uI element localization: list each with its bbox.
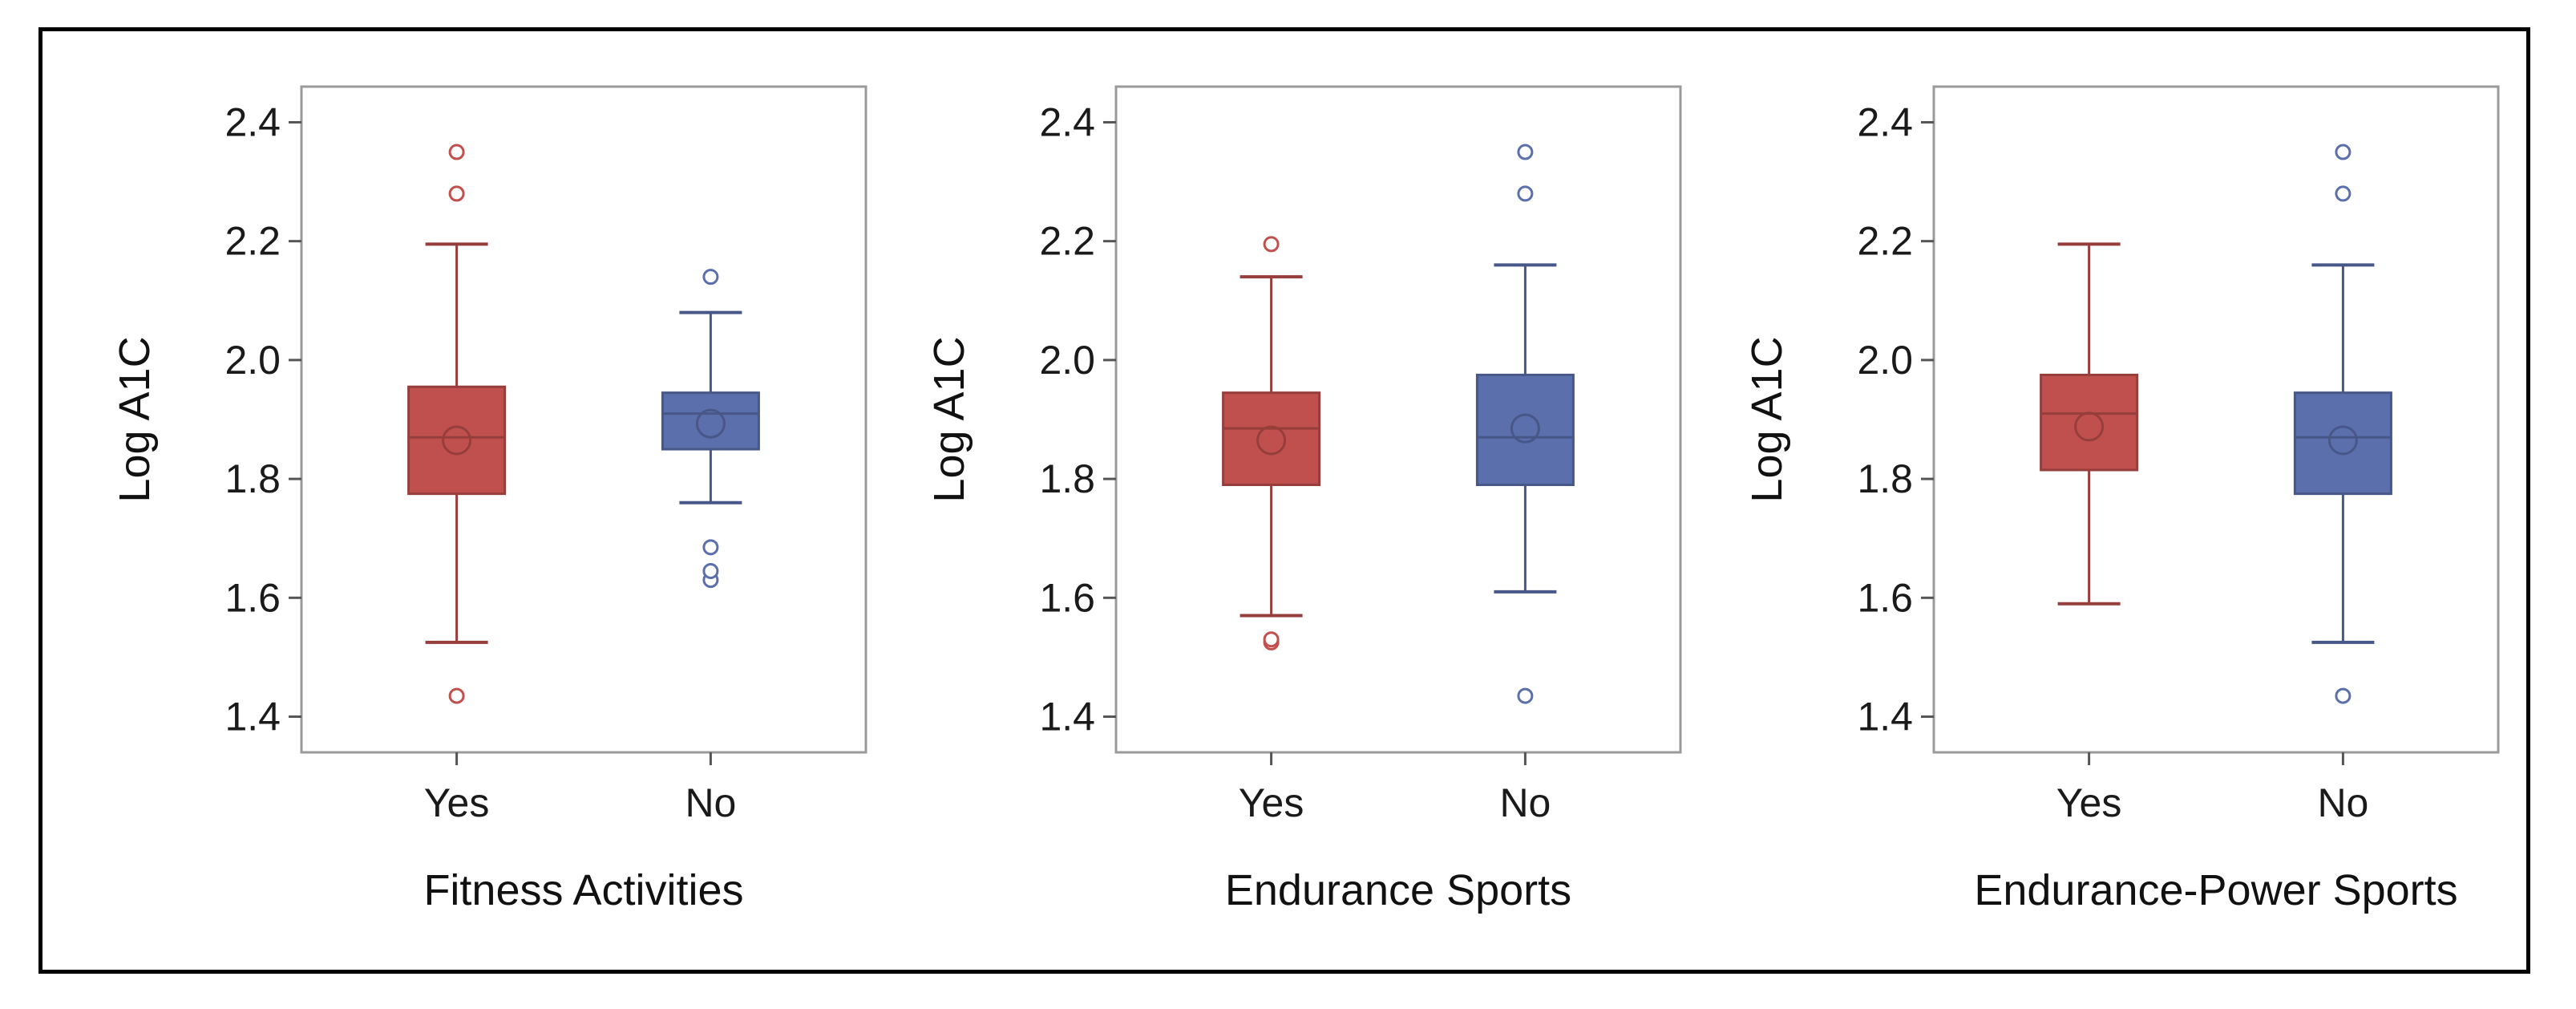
mean-marker [1256, 425, 1287, 456]
outlier-point [2335, 144, 2352, 160]
panel-1: 1.4 1.6 1.8 2.0 2.2 2.4 Yes No Log A1C Fitness Ac… [111, 85, 867, 914]
interquartile-box [2293, 391, 2392, 496]
y-tick-label: 1.6 [1039, 575, 1095, 620]
box-no [661, 269, 760, 589]
outlier-point [702, 562, 719, 579]
box-yes [407, 144, 507, 704]
y-axis-label: Log A1C [1743, 336, 1791, 502]
outlier-point [448, 185, 465, 202]
y-tick-label: 1.8 [1039, 456, 1095, 501]
y-axis-label: Log A1C [111, 336, 159, 502]
interquartile-box [661, 391, 760, 451]
outlier-point [702, 269, 719, 286]
outlier-point [1517, 185, 1534, 202]
outlier-point [1517, 687, 1534, 704]
y-tick-label: 1.8 [1857, 456, 1913, 501]
x-axis-label: Fitness Activities [423, 866, 743, 914]
y-tick-label: 2.2 [224, 219, 281, 264]
outlier-point [2335, 687, 2352, 704]
y-tick-label: 1.4 [1039, 695, 1095, 740]
outlier-point [448, 144, 465, 160]
plot-area-frame [1114, 85, 1682, 754]
x-tick-label: Yes [2056, 780, 2122, 825]
box-no [2293, 144, 2392, 704]
box-yes [1222, 236, 1321, 650]
y-axis-label: Log A1C [925, 336, 973, 502]
y-tick-label: 2.4 [1857, 99, 1913, 144]
panel-2: 1.4 1.6 1.8 2.0 2.2 2.4 Yes No Log A1C Endurance … [925, 85, 1682, 914]
x-tick-label: Yes [424, 780, 490, 825]
panel-3: 1.4 1.6 1.8 2.0 2.2 2.4 Yes No Log A1C Endurance-… [1743, 85, 2500, 914]
y-tick-label: 1.4 [1857, 695, 1913, 740]
y-tick-label: 2.4 [224, 99, 281, 144]
y-tick-label: 1.8 [224, 456, 281, 501]
outlier-point [448, 687, 465, 704]
outlier-point [1517, 144, 1534, 160]
figure-frame [38, 27, 2530, 974]
y-tick-label: 2.0 [1039, 338, 1095, 383]
y-tick-label: 2.0 [224, 338, 281, 383]
plot-area-frame [1932, 85, 2500, 754]
y-tick-label: 2.2 [1039, 219, 1095, 264]
mean-marker [2074, 411, 2105, 442]
box-yes [2040, 242, 2139, 606]
interquartile-box [1222, 391, 1321, 487]
x-tick-label: Yes [1239, 780, 1304, 825]
outlier-point [1263, 631, 1280, 648]
interquartile-box [1475, 373, 1575, 487]
mean-marker [695, 408, 726, 439]
x-tick-label: No [2317, 780, 2368, 825]
y-tick-label: 2.0 [1857, 338, 1913, 383]
mean-marker [442, 425, 472, 456]
interquartile-box [407, 385, 507, 496]
y-tick-label: 1.4 [224, 695, 281, 740]
y-tick-label: 1.6 [224, 575, 281, 620]
x-tick-label: No [685, 780, 736, 825]
outlier-point [702, 539, 719, 556]
mean-marker [1510, 413, 1540, 444]
outlier-point [2335, 185, 2352, 202]
box-no [1475, 144, 1575, 704]
x-tick-label: No [1499, 780, 1551, 825]
plot-area-frame [300, 85, 867, 754]
mean-marker [2327, 425, 2358, 456]
x-axis-label: Endurance Sports [1225, 866, 1571, 914]
y-tick-label: 2.4 [1039, 99, 1095, 144]
y-tick-label: 1.6 [1857, 575, 1913, 620]
y-tick-label: 2.2 [1857, 219, 1913, 264]
x-axis-label: Endurance-Power Sports [1974, 866, 2457, 914]
interquartile-box [2040, 373, 2139, 472]
outlier-point [1263, 236, 1280, 253]
